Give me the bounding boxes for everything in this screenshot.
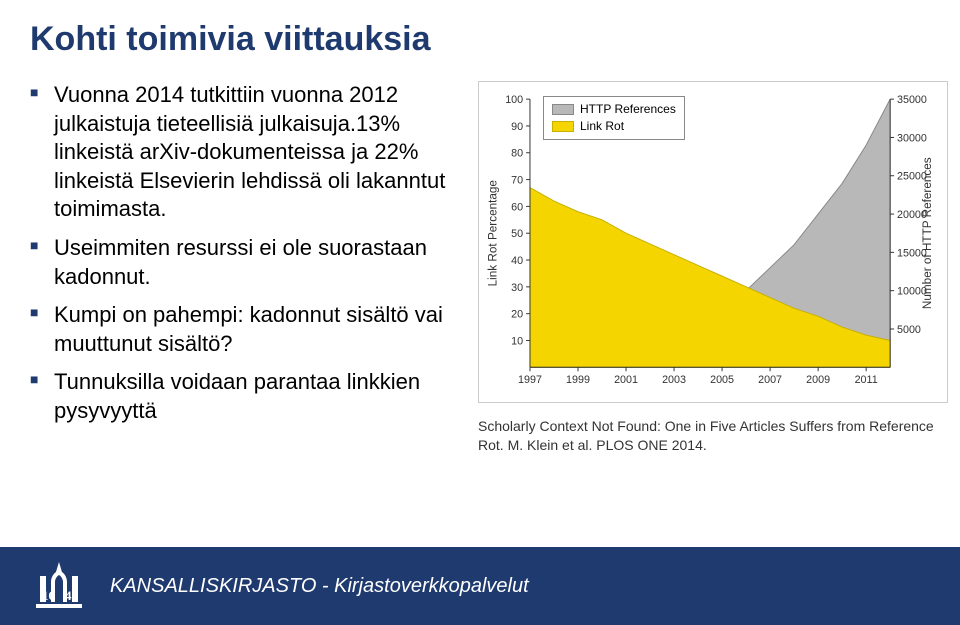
- chart-caption: Scholarly Context Not Found: One in Five…: [478, 417, 938, 455]
- svg-text:5000: 5000: [897, 324, 921, 336]
- svg-text:40: 40: [65, 588, 78, 603]
- chart-legend: HTTP References Link Rot: [543, 96, 685, 140]
- legend-label-linkrot: Link Rot: [580, 118, 624, 135]
- footer-logo: 16 40: [30, 558, 88, 614]
- svg-text:60: 60: [511, 201, 523, 213]
- svg-text:1999: 1999: [566, 374, 590, 386]
- svg-text:2003: 2003: [662, 374, 686, 386]
- svg-text:2005: 2005: [710, 374, 734, 386]
- library-logo-icon: 16 40: [30, 558, 88, 614]
- svg-text:16: 16: [42, 588, 56, 603]
- bullet-item: Vuonna 2014 tutkittiin vuonna 2012 julka…: [30, 81, 460, 224]
- svg-text:Link Rot Percentage: Link Rot Percentage: [487, 180, 500, 286]
- svg-text:70: 70: [511, 174, 523, 186]
- svg-text:100: 100: [505, 94, 523, 106]
- svg-text:20: 20: [511, 309, 523, 321]
- page-title: Kohti toimivia viittauksia: [30, 20, 930, 59]
- svg-text:2009: 2009: [806, 374, 830, 386]
- svg-text:1997: 1997: [518, 374, 542, 386]
- chart-container: 1020304050607080901005000100001500020000…: [478, 81, 948, 403]
- svg-text:2011: 2011: [855, 374, 878, 386]
- svg-text:10: 10: [511, 335, 523, 347]
- svg-text:80: 80: [511, 148, 523, 160]
- svg-text:90: 90: [511, 121, 523, 133]
- svg-text:50: 50: [511, 228, 523, 240]
- svg-text:2001: 2001: [614, 374, 638, 386]
- footer-bar: 16 40 KANSALLISKIRJASTO - Kirjastoverkko…: [0, 547, 960, 625]
- svg-text:40: 40: [511, 255, 523, 267]
- bullet-item: Tunnuksilla voidaan parantaa linkkien py…: [30, 368, 460, 425]
- legend-swatch-linkrot: [552, 121, 574, 132]
- svg-text:30: 30: [511, 282, 523, 294]
- svg-text:2007: 2007: [758, 374, 782, 386]
- bullet-item: Useimmiten resurssi ei ole suorastaan ka…: [30, 234, 460, 291]
- footer-text: KANSALLISKIRJASTO - Kirjastoverkkopalvel…: [110, 575, 529, 598]
- svg-text:35000: 35000: [897, 94, 927, 106]
- legend-swatch-http: [552, 104, 574, 115]
- svg-text:30000: 30000: [897, 132, 927, 144]
- bullet-list-container: Vuonna 2014 tutkittiin vuonna 2012 julka…: [30, 81, 460, 455]
- bullet-item: Kumpi on pahempi: kadonnut sisältö vai m…: [30, 301, 460, 358]
- legend-label-http: HTTP References: [580, 101, 676, 118]
- svg-text:Number of HTTP References: Number of HTTP References: [921, 157, 934, 309]
